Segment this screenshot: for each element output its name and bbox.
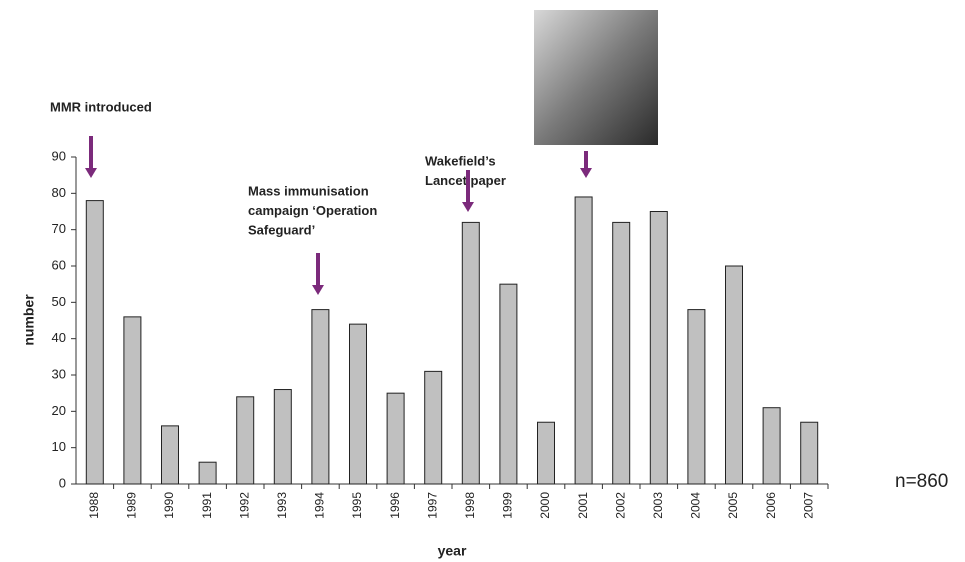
x-tick-label: 1992: [237, 492, 251, 519]
y-tick-label: 50: [52, 294, 66, 309]
bar: [162, 426, 179, 484]
x-tick-label: 1993: [275, 492, 289, 519]
sample-size: n=860: [895, 471, 948, 492]
y-tick-label: 70: [52, 221, 66, 236]
bar: [124, 317, 141, 484]
bar: [462, 222, 479, 484]
x-tick-label: 2000: [538, 492, 552, 519]
bar: [274, 390, 291, 484]
x-tick-label: 1998: [463, 492, 477, 519]
x-tick-label: 1995: [350, 492, 364, 519]
y-tick-label: 80: [52, 185, 66, 200]
arrow-head: [580, 168, 592, 178]
x-tick-label: 2002: [613, 492, 627, 519]
y-tick-label: 30: [52, 366, 66, 381]
arrow-head: [312, 285, 324, 295]
x-tick-label: 1990: [162, 492, 176, 519]
bar: [350, 324, 367, 484]
bar: [199, 462, 216, 484]
x-tick-label: 1991: [200, 492, 214, 519]
x-tick-label: 1989: [125, 492, 139, 519]
x-tick-label: 2005: [726, 492, 740, 519]
y-tick-label: 40: [52, 330, 66, 345]
chart: number year n=860 0 10 20 30 40 50 60 70 80 90 198…: [0, 0, 965, 562]
arrow-head: [462, 202, 474, 212]
x-tick-label: 1996: [388, 492, 402, 519]
x-tick-label: 1994: [313, 492, 327, 519]
bar: [237, 397, 254, 484]
annotation: Wakefield’s: [425, 153, 496, 168]
x-tick-label: 2001: [576, 492, 590, 519]
x-tick-label: 2006: [764, 492, 778, 519]
bar: [801, 422, 818, 484]
y-tick-label: 90: [52, 148, 66, 163]
x-tick-label: 2007: [801, 492, 815, 519]
x-tick-label: 1999: [501, 492, 515, 519]
annotation: campaign ‘Operation: [248, 203, 377, 218]
x-axis-label: year: [438, 543, 467, 559]
bar: [763, 408, 780, 484]
y-tick-label: 20: [52, 403, 66, 418]
bar: [500, 284, 517, 484]
arrow-head: [85, 168, 97, 178]
bar: [613, 222, 630, 484]
photo: [534, 10, 658, 145]
bar: [538, 422, 555, 484]
bar: [312, 310, 329, 484]
bar: [575, 197, 592, 484]
bar: [650, 212, 667, 485]
x-tick-label: 1997: [425, 492, 439, 519]
bar: [425, 371, 442, 484]
bar: [387, 393, 404, 484]
x-tick-label: 2004: [689, 492, 703, 519]
y-axis-label: number: [21, 294, 37, 346]
annotation: Mass immunisation: [248, 183, 369, 198]
y-tick-label: 60: [52, 257, 66, 272]
annotation: Safeguard’: [248, 222, 315, 237]
bar: [688, 310, 705, 484]
annotation: MMR introduced: [50, 99, 152, 114]
bar: [86, 201, 103, 484]
x-tick-label: 2003: [651, 492, 665, 519]
annotation: Lancet paper: [425, 173, 506, 188]
y-tick-label: 10: [52, 439, 66, 454]
x-tick-label: 1988: [87, 492, 101, 519]
y-tick-label: 0: [59, 475, 66, 490]
bar: [726, 266, 743, 484]
